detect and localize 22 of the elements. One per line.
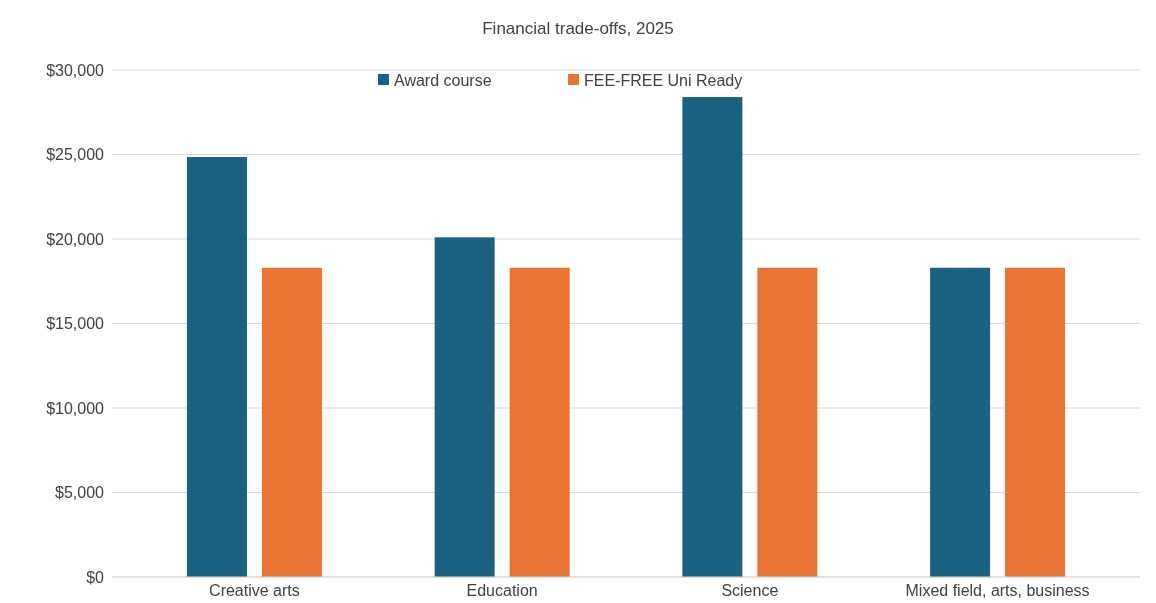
bar: [757, 267, 818, 577]
y-tick-label: $15,000: [46, 315, 105, 333]
x-tick-label: Mixed field, arts, business: [905, 582, 1090, 599]
y-tick-label: $30,000: [46, 61, 105, 79]
bar: [186, 157, 247, 577]
x-tick-label: Creative arts: [209, 582, 300, 599]
y-tick-label: $20,000: [46, 230, 105, 248]
bar: [509, 267, 570, 577]
chart-title: Financial trade-offs, 2025: [482, 19, 674, 38]
bar: [682, 97, 743, 577]
legend-label: FEE-FREE Uni Ready: [584, 71, 743, 89]
x-tick-label: Education: [466, 582, 538, 599]
y-tick-label: $25,000: [46, 146, 105, 164]
y-tick-label: $5,000: [55, 484, 105, 502]
x-tick-label: Science: [721, 582, 779, 599]
bar: [261, 267, 322, 577]
y-tick-label: $0: [86, 568, 105, 586]
legend-label: Award course: [394, 71, 492, 89]
bar: [434, 237, 495, 577]
y-tick-label: $10,000: [46, 399, 105, 417]
bar: [930, 267, 991, 577]
bar: [1005, 267, 1066, 577]
